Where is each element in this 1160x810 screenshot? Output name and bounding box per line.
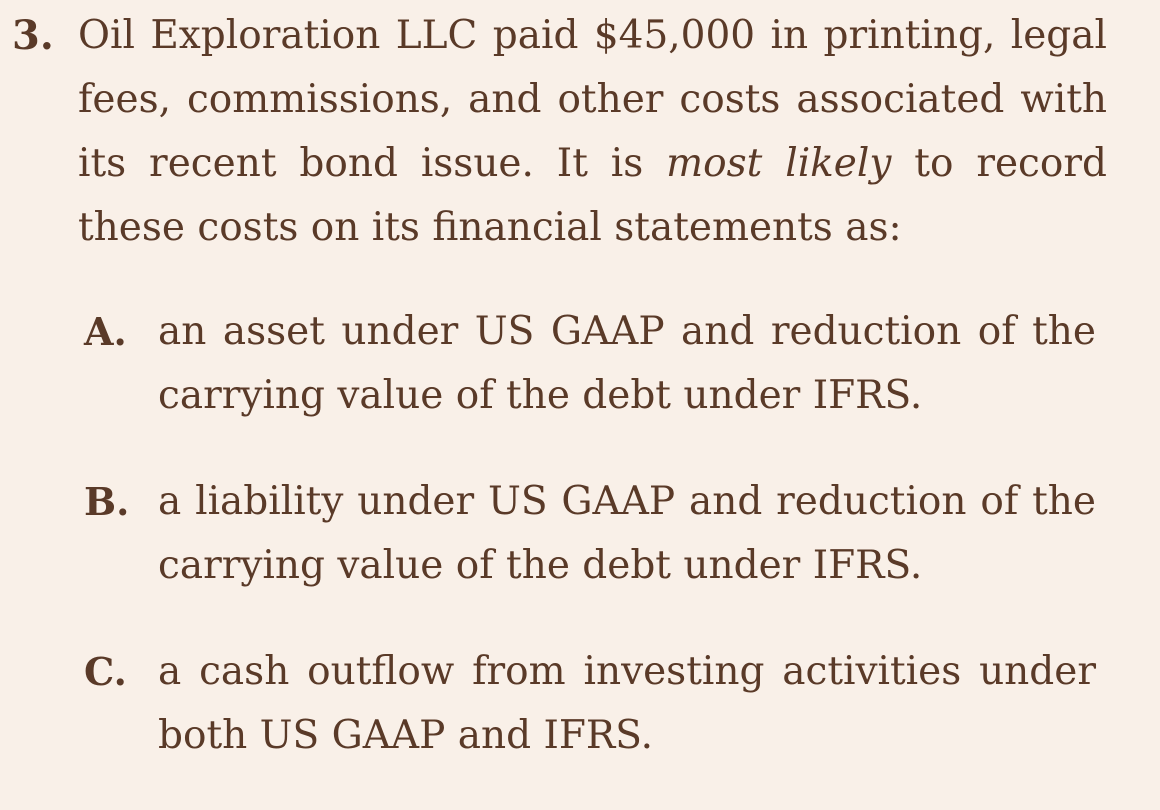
question-block: 3. Oil Exploration LLC paid $45,000 in p…: [12, 4, 1107, 260]
answer-options: A. an asset under US GAAP and reduction …: [84, 300, 1096, 810]
option-b-letter: B.: [84, 479, 130, 524]
question-text-end: to record these costs on its financial s…: [78, 141, 1107, 250]
question-text-start: Oil Exploration LLC paid $45,000 in prin…: [78, 13, 1107, 186]
question-emphasis: most likely: [666, 141, 892, 186]
question-number: 3.: [12, 12, 54, 59]
option-a-letter: A.: [84, 309, 127, 354]
option-c-letter: C.: [84, 649, 127, 694]
option-b[interactable]: B. a liability under US GAAP and reducti…: [84, 470, 1096, 598]
option-b-text: a liability under US GAAP and reduction …: [158, 479, 1096, 588]
option-a-text: an asset under US GAAP and reduction of …: [158, 309, 1096, 418]
question-text: Oil Exploration LLC paid $45,000 in prin…: [78, 4, 1107, 260]
option-a[interactable]: A. an asset under US GAAP and reduction …: [84, 300, 1096, 428]
option-c[interactable]: C. a cash outflow from investing activit…: [84, 640, 1096, 768]
option-c-text: a cash outflow from investing activities…: [158, 649, 1096, 758]
